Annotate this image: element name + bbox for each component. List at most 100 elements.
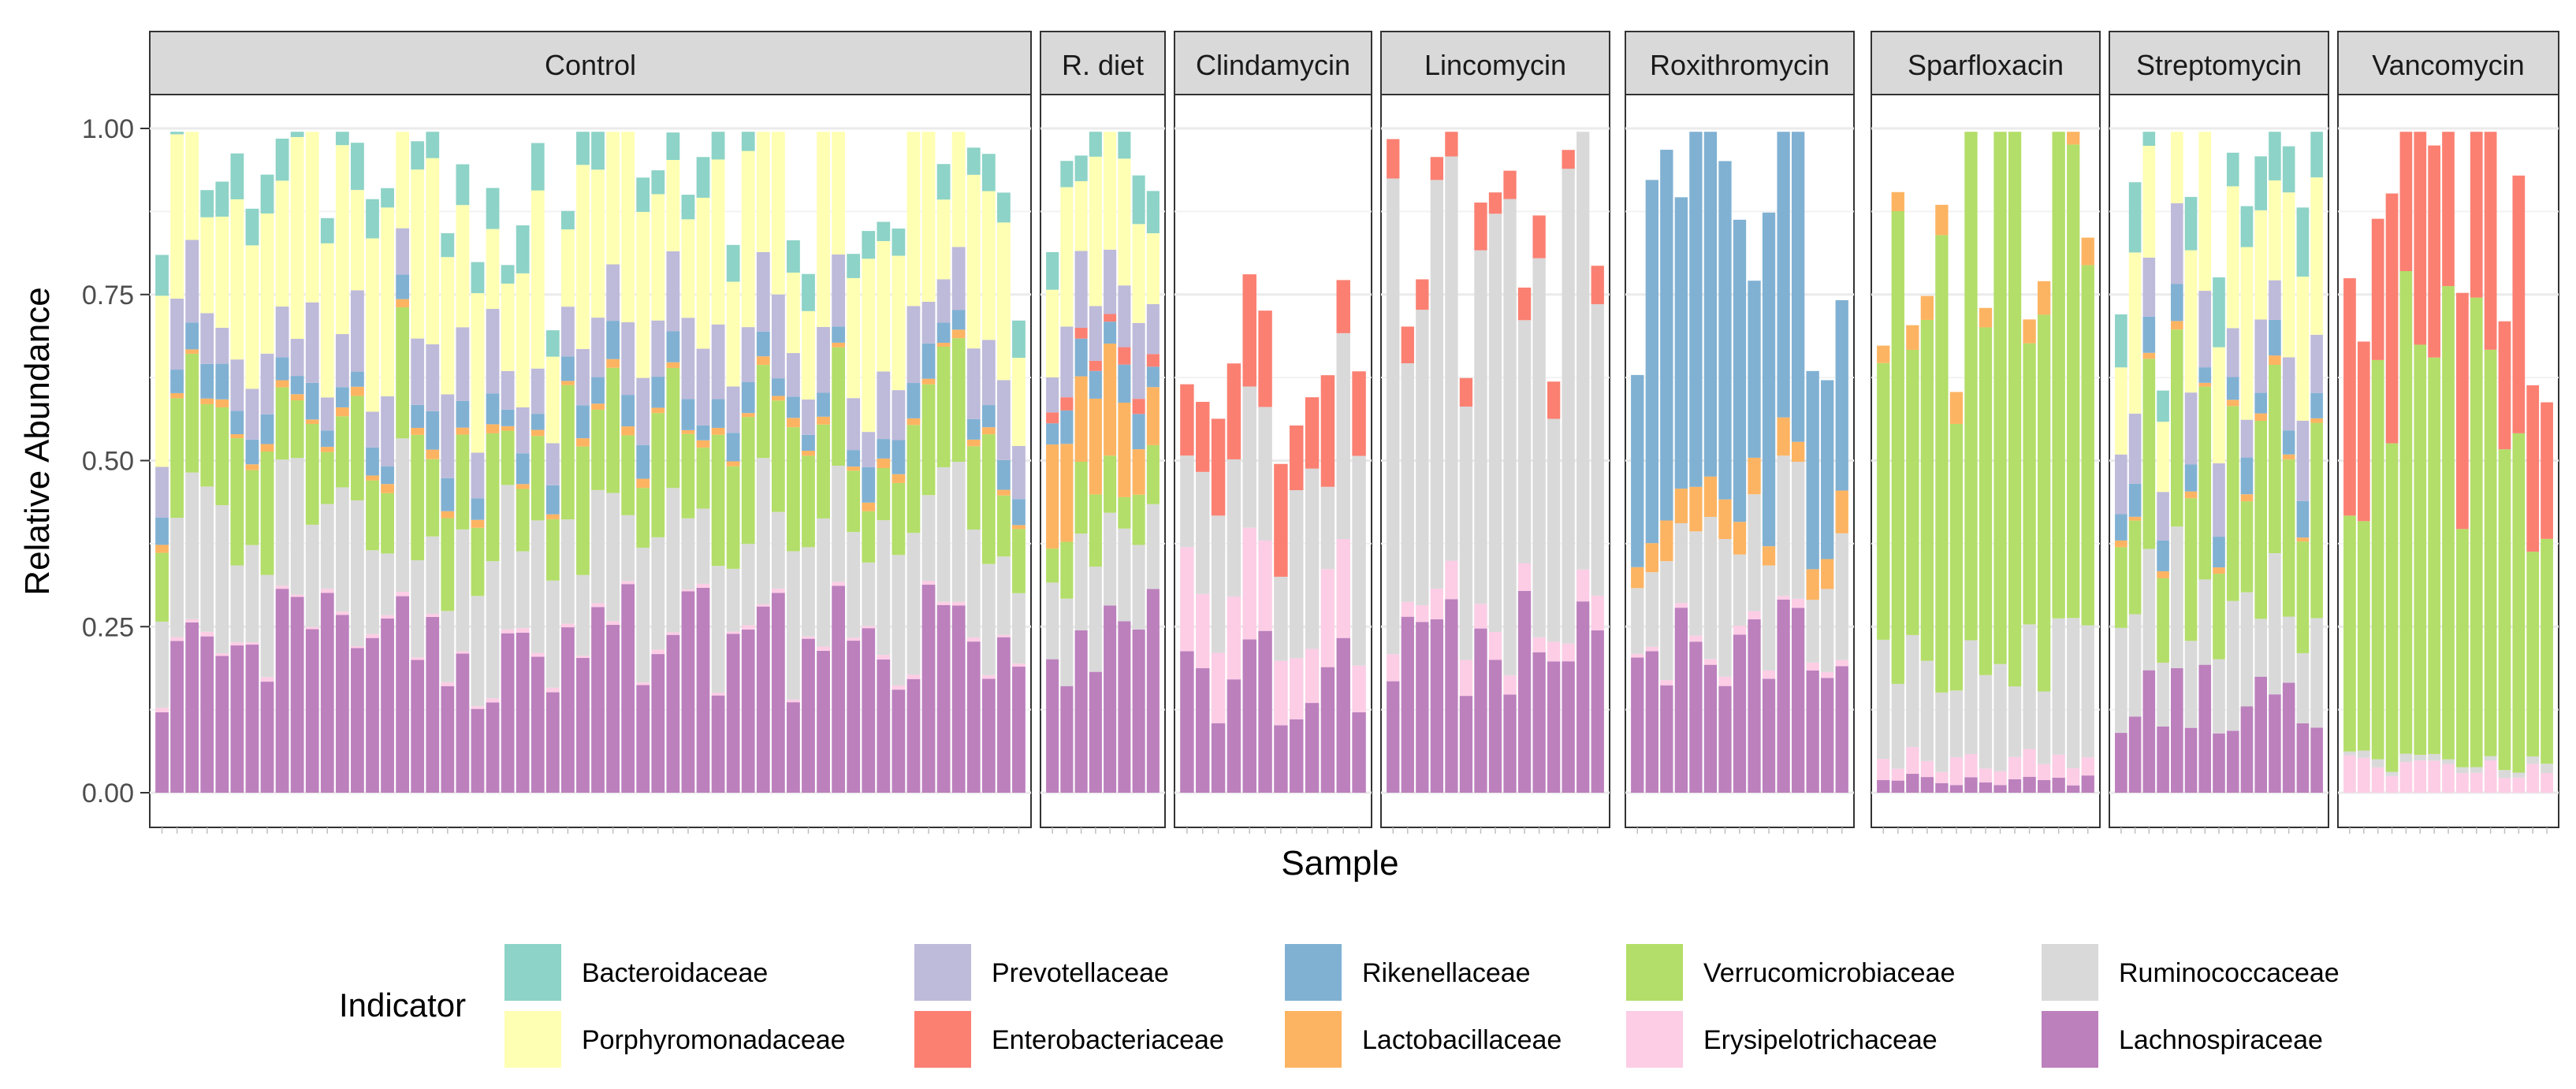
- bar-segment-erysipelotrichaceae: [966, 637, 981, 642]
- bar-segment-ruminococcaceae: [2428, 753, 2440, 761]
- bar-segment-rikenellaceae: [1762, 212, 1776, 547]
- bar-segment-lactobacillaceae: [245, 464, 259, 470]
- bar-segment-erysipelotrichaceae: [2428, 760, 2440, 793]
- bar-segment-rikenellaceae: [1660, 150, 1673, 521]
- bar-segment-bacteroidaceae: [862, 231, 876, 259]
- bar-segment-ruminococcaceae: [441, 611, 455, 682]
- bar-segment-lachnospiraceae: [576, 657, 590, 793]
- bar-segment-erysipelotrichaceae: [1290, 658, 1304, 719]
- facet-strip-label: Roxithromycin: [1650, 49, 1830, 81]
- legend-swatch: [2042, 1011, 2098, 1068]
- bar-segment-erysipelotrichaceae: [290, 594, 304, 597]
- bar-segment-lactobacillaceae: [530, 429, 545, 437]
- facet-panel-lincomycin: Lincomycin: [1380, 31, 1610, 834]
- bar-segment-lachnospiraceae: [1196, 667, 1210, 793]
- bar-segment-bacteroidaceae: [2269, 132, 2281, 180]
- bar-segment-verrucomicrobiaceae: [2456, 529, 2469, 768]
- bar-segment-lachnospiraceae: [1877, 780, 1890, 793]
- bar-segment-enterobacteriaceae: [2456, 292, 2469, 530]
- bar-segment-ruminococcaceae: [877, 520, 891, 656]
- facet-strip: [2337, 31, 2559, 98]
- bar-segment-verrucomicrobiaceae: [1046, 548, 1059, 583]
- bar-segment-ruminococcaceae: [2498, 770, 2511, 779]
- bar-segment-erysipelotrichaceae: [320, 589, 334, 593]
- bar-segment-lactobacillaceae: [2213, 567, 2225, 574]
- bar-segment-lactobacillaceae: [1748, 457, 1761, 495]
- bar-segment-enterobacteriaceae: [2357, 341, 2370, 522]
- bar-segment-enterobacteriaceae: [1046, 412, 1059, 424]
- bar-segment-lactobacillaceae: [2296, 537, 2310, 542]
- bar-segment-lachnospiraceae: [545, 692, 560, 793]
- bar-segment-erysipelotrichaceae: [1416, 605, 1429, 623]
- bar-segment-ruminococcaceae: [1089, 567, 1102, 672]
- legend-swatch: [504, 944, 561, 1001]
- bar-segment-bacteroidaceae: [2157, 390, 2169, 422]
- bar-segment-prevotellaceae: [847, 398, 861, 451]
- bar-segment-prevotellaceae: [2282, 357, 2295, 431]
- bar-segment-porphyromonadaceae: [561, 229, 575, 307]
- bar-segment-porphyromonadaceae: [2310, 177, 2323, 335]
- bar-segment-erysipelotrichaceae: [305, 626, 319, 630]
- bar-segment-prevotellaceae: [230, 359, 244, 411]
- bar-segment-ruminococcaceae: [456, 529, 470, 652]
- bar-segment-rikenellaceae: [787, 396, 800, 418]
- bar-segment-erysipelotrichaceae: [2385, 775, 2399, 793]
- bar-segment-prevotellaceae: [1146, 303, 1160, 355]
- bar-segment-porphyromonadaceae: [545, 356, 560, 444]
- bar-segment-ruminococcaceae: [1305, 468, 1320, 649]
- bar-segment-verrucomicrobiaceae: [2254, 421, 2268, 619]
- bar-segment-verrucomicrobiaceae: [681, 433, 695, 518]
- bar-segment-rikenellaceae: [921, 343, 936, 379]
- bar-segment-lactobacillaceae: [1046, 444, 1059, 549]
- bar-segment-ruminococcaceae: [1979, 675, 1993, 769]
- legend-swatch: [914, 944, 971, 1001]
- bar-segment-prevotellaceae: [1074, 251, 1088, 328]
- bar-segment-bacteroidaceae: [877, 221, 891, 241]
- bar-segment-lactobacillaceae: [817, 416, 830, 425]
- bar-segment-lachnospiraceae: [921, 585, 936, 793]
- bar-segment-rikenellaceae: [2310, 392, 2323, 418]
- bar-segment-verrucomicrobiaceae: [817, 424, 830, 518]
- bar-segment-ruminococcaceae: [1762, 565, 1776, 671]
- bar-segment-ruminococcaceae: [1891, 683, 1904, 769]
- bar-segment-rikenellaceae: [1132, 414, 1145, 450]
- bar-segment-rikenellaceae: [1689, 132, 1703, 487]
- bar-segment-ruminococcaceae: [2282, 616, 2295, 683]
- bar-segment-prevotellaceae: [335, 334, 349, 388]
- bar-segment-enterobacteriaceae: [2428, 145, 2440, 358]
- bar-segment-prevotellaceae: [621, 321, 635, 396]
- bar-segment-ruminococcaceae: [2254, 619, 2268, 677]
- bar-segment-rikenellaceae: [1060, 410, 1074, 444]
- bar-segment-ruminococcaceae: [1576, 132, 1590, 570]
- bar-segment-rikenellaceae: [320, 430, 334, 448]
- bar-segment-lactobacillaceae: [1089, 398, 1102, 495]
- bar-segment-porphyromonadaceae: [2213, 347, 2225, 463]
- facet-panel-clindamycin: Clindamycin: [1174, 31, 1372, 834]
- bar-segment-lachnospiraceae: [1576, 601, 1590, 793]
- bar-segment-lactobacillaceae: [1132, 449, 1145, 495]
- y-tick-label: 0.00: [82, 779, 134, 808]
- bar-segment-erysipelotrichaceae: [1576, 569, 1590, 602]
- bar-segment-rikenellaceae: [1718, 161, 1732, 500]
- bar-segment-verrucomicrobiaceae: [2371, 359, 2384, 760]
- bar-segment-ruminococcaceae: [741, 544, 755, 626]
- bar-segment-lachnospiraceae: [1258, 630, 1272, 793]
- bar-segment-rikenellaceae: [2240, 457, 2254, 495]
- bar-segment-ruminococcaceae: [396, 438, 410, 592]
- bar-segment-lachnospiraceae: [2171, 667, 2183, 793]
- bar-segment-lactobacillaceae: [576, 438, 590, 447]
- bar-segment-lactobacillaceae: [2157, 571, 2169, 578]
- bar-segment-erysipelotrichaceae: [245, 642, 259, 645]
- bar-segment-enterobacteriaceae: [1320, 375, 1335, 487]
- legend-entry-enterobacteriaceae: Enterobacteriaceae: [914, 1011, 1224, 1068]
- bar-segment-verrucomicrobiaceae: [787, 427, 800, 552]
- bar-segment-lactobacillaceae: [1920, 295, 1934, 320]
- bar-segment-enterobacteriaceae: [2414, 132, 2427, 345]
- bar-segment-verrucomicrobiaceae: [185, 353, 199, 473]
- bar-segment-lactobacillaceae: [471, 519, 485, 528]
- bar-segment-ruminococcaceae: [1046, 582, 1059, 660]
- bar-segment-bacteroidaceae: [2115, 314, 2127, 368]
- bar-segment-porphyromonadaceae: [396, 132, 410, 229]
- bar-segment-porphyromonadaceae: [351, 190, 364, 291]
- bar-segment-porphyromonadaceae: [185, 132, 199, 240]
